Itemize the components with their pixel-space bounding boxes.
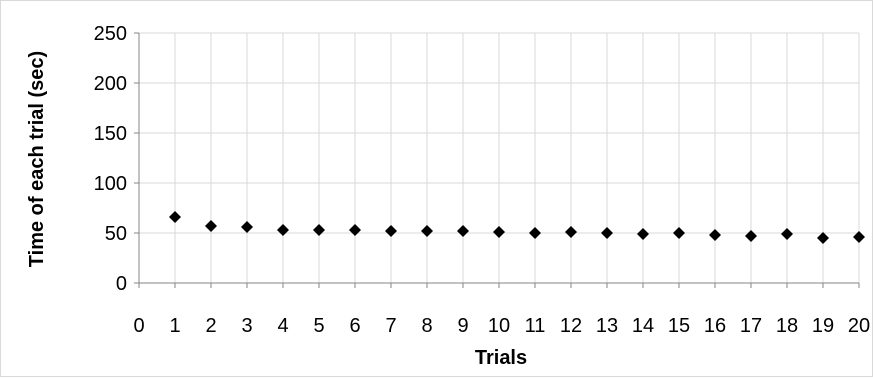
data-point: [421, 225, 433, 237]
x-tick-label: 8: [421, 315, 432, 337]
data-point: [169, 211, 181, 223]
x-tick-label: 13: [596, 315, 618, 337]
x-tick-label: 15: [668, 315, 690, 337]
data-point: [205, 220, 217, 232]
data-points: [169, 211, 865, 244]
data-point: [241, 221, 253, 233]
data-point: [385, 225, 397, 237]
data-point: [709, 229, 721, 241]
y-tick-label: 150: [94, 123, 127, 145]
x-tick-label: 4: [277, 315, 288, 337]
x-tick-label: 2: [205, 315, 216, 337]
data-point: [673, 227, 685, 239]
x-tick-label: 3: [241, 315, 252, 337]
x-tick-label: 19: [812, 315, 834, 337]
data-point: [529, 227, 541, 239]
data-point: [565, 226, 577, 238]
data-point: [493, 226, 505, 238]
data-point: [637, 228, 649, 240]
x-tick-label: 6: [349, 315, 360, 337]
x-tick-label: 7: [385, 315, 396, 337]
data-point: [457, 225, 469, 237]
y-tick-label: 100: [94, 173, 127, 195]
y-tick-label: 50: [105, 223, 127, 245]
x-tick-label: 5: [313, 315, 324, 337]
x-tick-label: 9: [457, 315, 468, 337]
grid-lines: [139, 32, 860, 283]
x-tick-labels: 0 1 2 3 4 5 6 7 8 9 10 11 12 13 14 15 16 17 18 19 20: [133, 315, 870, 337]
x-tick-label: 12: [560, 315, 582, 337]
data-point: [781, 228, 793, 240]
x-axis-title: Trials: [475, 347, 527, 369]
data-point: [313, 224, 325, 236]
x-tick-label: 18: [776, 315, 798, 337]
x-tick-label: 0: [133, 315, 144, 337]
x-tick-label: 17: [740, 315, 762, 337]
x-tick-label: 11: [525, 315, 546, 337]
data-point: [817, 232, 829, 244]
data-point: [853, 231, 865, 243]
x-tick-label: 1: [169, 315, 180, 337]
x-tick-label: 16: [704, 315, 726, 337]
x-tick-label: 20: [848, 315, 870, 337]
y-axis-title: Time of each trial (sec): [26, 51, 48, 267]
x-tick-label: 14: [632, 315, 654, 337]
data-point: [277, 224, 289, 236]
data-point: [349, 224, 361, 236]
y-tick-labels: 0 50 100 150 200 250: [94, 23, 127, 295]
y-tick-label: 0: [116, 273, 127, 295]
data-point: [745, 230, 757, 242]
axes: [134, 32, 860, 288]
data-point: [601, 227, 613, 239]
y-tick-label: 200: [94, 73, 127, 95]
x-tick-label: 10: [488, 315, 510, 337]
y-tick-label: 250: [94, 23, 127, 45]
